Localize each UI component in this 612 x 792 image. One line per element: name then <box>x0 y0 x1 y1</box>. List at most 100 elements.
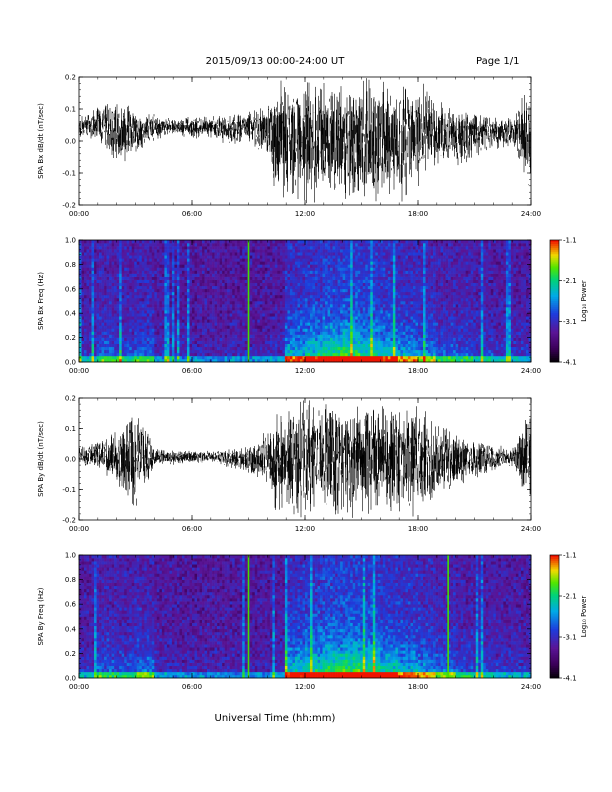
heat-cell <box>202 243 205 247</box>
heat-cell <box>224 328 228 332</box>
heat-cell <box>81 261 85 265</box>
heat-cell <box>340 273 343 277</box>
heat-cell <box>317 279 321 283</box>
heat-cell <box>282 288 286 293</box>
heat-cell <box>169 358 173 363</box>
heat-cell <box>104 279 107 283</box>
heat-cell <box>134 270 138 274</box>
heat-cell <box>94 325 97 329</box>
heat-cell <box>204 307 208 311</box>
heat-cell <box>106 352 110 357</box>
heat-cell <box>96 316 100 320</box>
heat-cell <box>131 252 135 256</box>
heat-cell <box>192 264 195 268</box>
heat-cell <box>284 340 288 344</box>
heat-cell <box>89 340 92 344</box>
heat-cell <box>81 276 85 280</box>
heat-cell <box>171 297 175 302</box>
heat-cell <box>131 279 135 283</box>
heat-cell <box>294 358 298 363</box>
heat-cell <box>289 301 293 305</box>
heat-cell <box>181 310 185 314</box>
heat-cell <box>279 334 283 338</box>
heat-cell <box>184 240 188 244</box>
heat-cell <box>375 325 379 329</box>
heat-cell <box>274 276 278 280</box>
heat-cell <box>81 355 85 360</box>
heat-cell <box>189 340 193 344</box>
heat-cell <box>264 261 268 265</box>
heat-cell <box>299 322 303 326</box>
heat-cell <box>144 288 148 293</box>
heat-cell <box>284 301 288 305</box>
heat-cell <box>164 355 168 360</box>
heat-cell <box>335 304 338 308</box>
heat-cell <box>380 304 384 308</box>
heat-cell <box>116 334 120 338</box>
heat-cell <box>161 358 165 363</box>
heat-cell <box>207 319 210 323</box>
heat-cell <box>119 258 122 262</box>
heat-cell <box>259 355 263 360</box>
heat-cell <box>267 264 271 268</box>
heat-cell <box>335 249 338 253</box>
heat-cell <box>284 310 288 314</box>
heat-cell <box>252 285 256 290</box>
heat-cell <box>192 294 195 299</box>
heat-cell <box>365 240 369 244</box>
heat-cell <box>317 340 321 344</box>
heat-cell <box>186 352 190 357</box>
heat-cell <box>315 273 318 277</box>
heat-cell <box>124 279 128 283</box>
heat-cell <box>269 267 273 271</box>
heat-cell <box>99 243 102 247</box>
heat-cell <box>207 316 210 320</box>
heat-cell <box>365 337 369 341</box>
heat-cell <box>345 270 348 274</box>
heat-cell <box>307 352 311 357</box>
heat-cell <box>320 270 323 274</box>
heat-cell <box>171 349 175 354</box>
heat-cell <box>104 267 107 271</box>
heat-cell <box>340 322 343 326</box>
heat-cell <box>289 343 293 348</box>
heat-cell <box>330 352 333 357</box>
heat-cell <box>129 310 133 314</box>
heat-cell <box>189 355 193 360</box>
heat-cell <box>89 337 92 341</box>
heat-cell <box>114 249 117 253</box>
heat-cell <box>146 331 150 335</box>
heat-cell <box>257 346 261 351</box>
heat-cell <box>310 322 313 326</box>
heat-cell <box>279 346 283 351</box>
heat-cell <box>330 331 333 335</box>
heat-cell <box>84 340 87 344</box>
heat-cell <box>315 331 318 335</box>
heat-cell <box>126 310 130 314</box>
heat-cell <box>259 349 263 354</box>
heat-cell <box>282 282 286 287</box>
heat-cell <box>192 355 195 360</box>
heat-cell <box>294 240 298 244</box>
heat-cell <box>164 334 168 338</box>
heat-cell <box>347 267 351 271</box>
heat-cell <box>116 255 120 259</box>
heat-cell <box>234 258 238 262</box>
heat-cell <box>159 279 163 283</box>
heat-cell <box>146 282 150 287</box>
heat-cell <box>244 343 248 348</box>
heat-cell <box>111 319 115 323</box>
heat-cell <box>184 304 188 308</box>
heat-cell <box>154 279 158 283</box>
heat-cell <box>131 343 135 348</box>
heat-cell <box>244 240 248 244</box>
heat-cell <box>197 325 200 329</box>
heat-cell <box>139 267 143 271</box>
heat-cell <box>174 288 178 293</box>
heat-cell <box>227 334 230 338</box>
heat-cell <box>287 294 291 299</box>
heat-cell <box>109 252 112 256</box>
heat-cell <box>279 340 283 344</box>
heat-cell <box>199 249 203 253</box>
heat-cell <box>222 279 225 283</box>
